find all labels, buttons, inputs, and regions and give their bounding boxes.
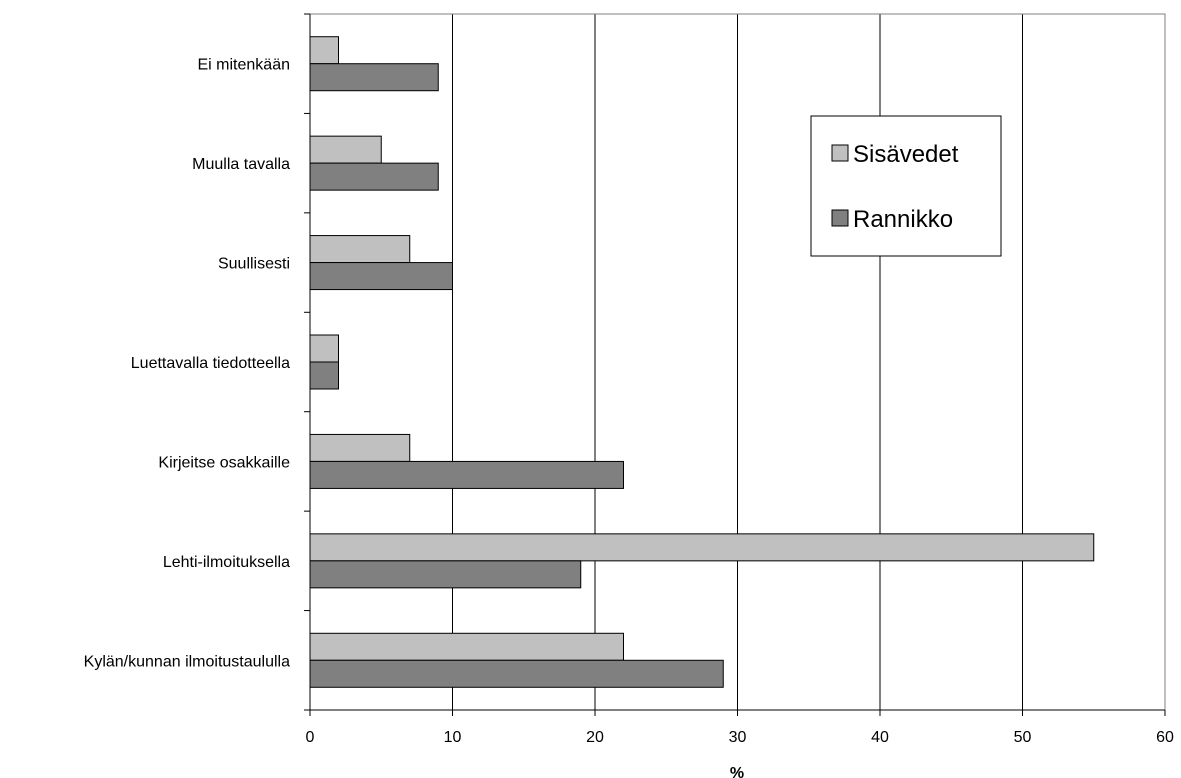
bar-sisavedet	[309, 533, 1095, 562]
x-tick-label: 20	[586, 729, 604, 746]
legend-swatch-sisavedet	[831, 144, 849, 162]
bar-rannikko	[309, 162, 439, 191]
legend-box	[810, 115, 1002, 257]
category-label: Kylän/kunnan ilmoitustaululla	[84, 653, 290, 670]
x-tick-label: 40	[871, 729, 889, 746]
bar-rannikko	[309, 63, 439, 92]
x-axis-ticks	[309, 710, 1166, 716]
x-tick-labels: 0 10 20 30 40 50 60	[306, 729, 1174, 746]
legend-label-sisavedet: Sisävedet	[853, 141, 959, 168]
bar-sisavedet	[309, 235, 411, 264]
bar-rannikko	[309, 460, 624, 489]
bar-sisavedet	[309, 433, 411, 462]
category-label: Suullisesti	[218, 256, 290, 273]
x-tick-label: 0	[306, 729, 315, 746]
category-label: Luettavalla tiedotteella	[131, 355, 290, 372]
category-label: Kirjeitse osakkaille	[158, 454, 290, 471]
bars	[309, 36, 1095, 688]
category-label: Ei mitenkään	[198, 57, 291, 74]
legend: Sisävedet Rannikko	[810, 115, 1002, 257]
legend-swatch-rannikko	[831, 209, 849, 227]
bar-rannikko	[309, 659, 724, 688]
x-axis-title: %	[730, 765, 744, 778]
x-tick-label: 60	[1156, 729, 1174, 746]
x-tick-label: 30	[729, 729, 747, 746]
category-labels: Ei mitenkään Muulla tavalla Suullisesti Lue…	[84, 57, 290, 671]
y-axis-ticks	[304, 13, 310, 711]
bar-rannikko	[309, 560, 582, 589]
category-label: Muulla tavalla	[192, 156, 290, 173]
x-tick-label: 50	[1014, 729, 1032, 746]
legend-label-rannikko: Rannikko	[853, 206, 953, 233]
bar-rannikko	[309, 262, 453, 291]
bar-sisavedet	[309, 135, 382, 164]
bar-sisavedet	[309, 334, 339, 363]
x-tick-label: 10	[444, 729, 462, 746]
bar-sisavedet	[309, 36, 339, 65]
bar-rannikko	[309, 361, 339, 390]
bar-sisavedet	[309, 632, 624, 661]
category-label: Lehti-ilmoituksella	[163, 554, 290, 571]
